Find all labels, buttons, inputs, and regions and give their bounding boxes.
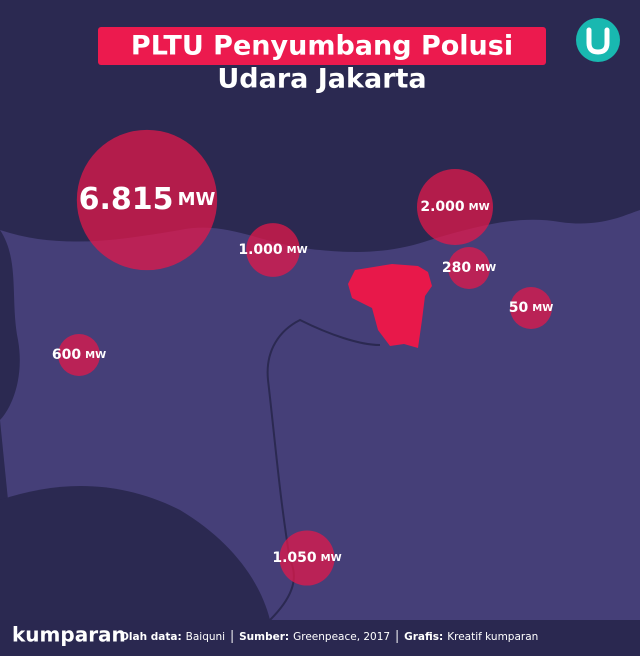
bubble-label: 280 MW [442, 260, 496, 276]
bubble-unit: MW [475, 263, 496, 274]
bubble-unit: MW [178, 189, 216, 210]
credit-key: Olah data: [120, 631, 182, 643]
bubble [448, 247, 490, 289]
bubble [279, 530, 335, 586]
title: PLTU Penyumbang Polusi [131, 31, 513, 62]
bubble-unit: MW [469, 202, 490, 213]
bubble-unit: MW [287, 245, 308, 256]
bubble-value: 1.000 [238, 242, 283, 258]
bubble-label: 2.000 MW [420, 199, 489, 215]
bubble-label: 1.000 MW [238, 242, 307, 258]
bubble-value: 1.050 [272, 550, 317, 566]
bubble [76, 129, 218, 271]
bubble-unit: MW [532, 303, 553, 314]
footer-bar [0, 620, 640, 652]
bubble-value: 280 [442, 260, 471, 276]
title: Udara Jakarta [217, 64, 426, 95]
bubble [510, 287, 552, 329]
sea-south [0, 486, 270, 620]
bubble-unit: MW [85, 350, 106, 361]
brand: kumparan [12, 623, 126, 647]
bubble-label: 600 MW [52, 347, 106, 363]
bubble [246, 223, 300, 277]
bubble [58, 334, 100, 376]
bubble-label: 1.050 MW [272, 550, 341, 566]
strait [0, 230, 20, 420]
logo [576, 18, 620, 62]
bubble-value: 50 [509, 300, 529, 316]
bubble-label: 6.815 MW [79, 182, 216, 217]
bubble [416, 168, 494, 246]
credit-text: Baiquni [186, 631, 225, 643]
credit-text: Greenpeace, 2017 [293, 631, 390, 643]
bubble-value: 600 [52, 347, 81, 363]
bubble-value: 6.815 [79, 182, 174, 217]
credits: Olah data: Baiquni Sumber: Greenpeace, 2017… [120, 631, 538, 643]
bubble-unit: MW [321, 553, 342, 564]
credit-key: Sumber: [239, 631, 289, 643]
bubble-label: 50 MW [509, 300, 553, 316]
jakarta [348, 264, 432, 348]
credit-key: Grafis: [404, 631, 443, 643]
title-box [98, 27, 546, 65]
logo-mark [586, 27, 610, 55]
bubble-value: 2.000 [420, 199, 465, 215]
credit-text: Kreatif kumparan [447, 631, 538, 643]
